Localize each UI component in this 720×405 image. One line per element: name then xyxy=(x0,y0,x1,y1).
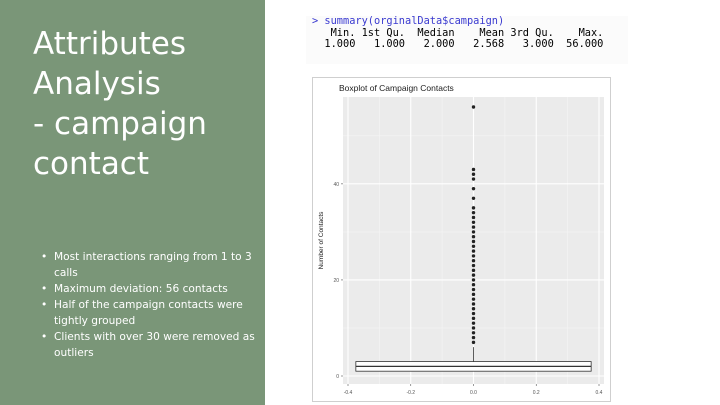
outlier-point xyxy=(471,254,476,258)
outlier-point xyxy=(471,167,476,172)
outlier-point xyxy=(471,287,476,292)
title-line: - campaign xyxy=(33,106,207,142)
outlier-point xyxy=(471,234,476,239)
bullet-item: Most interactions ranging from 1 to 3 ca… xyxy=(38,249,260,281)
bullet-item: Half of the campaign contacts were tight… xyxy=(38,297,260,329)
outlier-point xyxy=(471,311,476,316)
outlier-point xyxy=(471,331,476,335)
x-tick-label: 0.0 xyxy=(470,390,477,396)
y-axis-label: Number of Contacts xyxy=(318,211,325,270)
outlier-point xyxy=(471,278,476,282)
outlier-point xyxy=(471,273,476,277)
outlier-point xyxy=(471,105,476,109)
y-tick-label: 0 xyxy=(336,374,339,380)
outlier-point xyxy=(471,172,476,176)
y-tick-label: 40 xyxy=(333,182,339,188)
outlier-point xyxy=(471,292,476,297)
outlier-point xyxy=(471,302,476,306)
y-tick-label: 20 xyxy=(333,278,339,284)
outlier-point xyxy=(471,340,476,345)
outlier-point xyxy=(471,196,476,200)
r-console-output: > summary(orginalData$campaign) Min. 1st… xyxy=(306,15,628,64)
outlier-point xyxy=(471,283,476,287)
bullet-item: Clients with over 30 were removed as out… xyxy=(38,329,260,361)
outlier-point xyxy=(471,263,476,268)
console-summary-header: Min. 1st Qu. Median Mean 3rd Qu. Max. xyxy=(312,26,610,39)
console-command: > summary(orginalData$campaign) xyxy=(312,15,505,27)
outlier-point xyxy=(471,249,476,253)
outlier-point xyxy=(471,297,476,301)
bullet-item: Maximum deviation: 56 contacts xyxy=(38,281,260,297)
x-tick-label: 0.2 xyxy=(533,390,540,396)
outlier-point xyxy=(471,186,476,191)
outlier-point xyxy=(471,335,476,340)
outlier-point xyxy=(471,225,476,229)
chart-title: Boxplot of Campaign Contacts xyxy=(339,83,454,93)
bullet-list: Most interactions ranging from 1 to 3 ca… xyxy=(38,249,260,361)
x-tick-label: -0.4 xyxy=(344,390,353,396)
title-line: Attributes xyxy=(33,26,187,62)
boxplot-chart: Boxplot of Campaign Contacts 0 20 40 -0.4 -0.… xyxy=(312,77,611,402)
outlier-point xyxy=(471,215,476,220)
outlier-point xyxy=(471,206,476,210)
slide-title: Attributes Analysis - campaign contact xyxy=(33,24,258,184)
left-panel: Attributes Analysis - campaign contact M… xyxy=(0,0,265,405)
x-tick-label: 0.4 xyxy=(596,390,603,396)
outlier-point xyxy=(471,230,476,234)
title-line: Analysis xyxy=(33,66,161,102)
x-tick-label: -0.2 xyxy=(406,390,415,396)
outlier-point xyxy=(471,259,476,263)
title-line: contact xyxy=(33,146,150,182)
outlier-point xyxy=(471,239,476,244)
outlier-point xyxy=(471,321,476,325)
outlier-point xyxy=(471,316,476,321)
outlier-point xyxy=(471,307,476,311)
outlier-point xyxy=(471,268,476,273)
chart-canvas: Boxplot of Campaign Contacts 0 20 40 -0.4 -0.… xyxy=(318,83,604,396)
console-summary-values: 1.000 1.000 2.000 2.568 3.000 56.000 xyxy=(312,38,610,50)
outlier-point xyxy=(471,210,476,215)
outlier-point xyxy=(471,177,476,181)
outlier-point xyxy=(471,244,476,249)
outlier-point xyxy=(471,220,476,224)
outlier-point xyxy=(471,326,476,330)
